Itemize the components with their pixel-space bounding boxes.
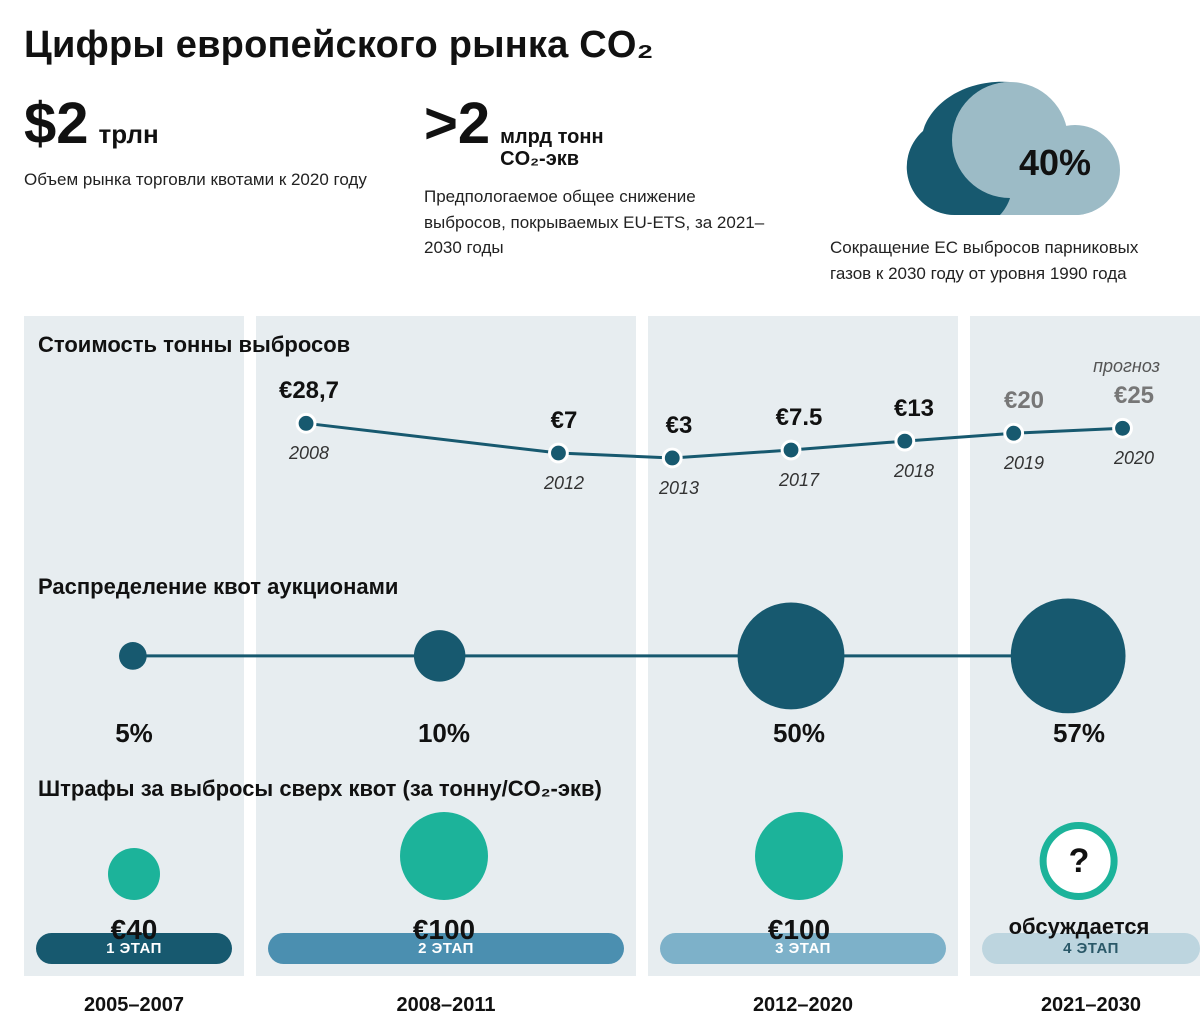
cloud-percent: 40% xyxy=(1019,142,1091,183)
cost-point: €72012 xyxy=(544,407,584,494)
penalty-point: ?обсуждается xyxy=(1009,808,1150,940)
auction-point: 10% xyxy=(418,718,470,749)
top-stats-row: $2 трлн Объем рынка торговли квотами к 2… xyxy=(24,95,1176,286)
cost-point: €32013 xyxy=(659,412,699,499)
cloud-icon: 40% xyxy=(860,75,1140,225)
cost-point: €28,72008 xyxy=(279,377,339,464)
cost-point: €7.52017 xyxy=(776,404,823,491)
years-stage-2: 2008–2011 xyxy=(256,982,636,1017)
stat-market-size: $2 трлн Объем рынка торговли квотами к 2… xyxy=(24,95,376,193)
stat2-big: >2 xyxy=(424,95,490,153)
cost-point: €202019 xyxy=(1004,387,1044,474)
stages-panels: 1 ЭТАП 2 ЭТАП 3 ЭТАП 4 ЭТАП Стоимость то… xyxy=(24,316,1176,976)
page-title: Цифры европейского рынка CO₂ xyxy=(24,24,1176,67)
years-stage-1: 2005–2007 xyxy=(24,982,244,1017)
cost-point: €252020 xyxy=(1114,382,1154,469)
years-row: 2005–2007 2008–2011 2012–2020 2021–2030 xyxy=(24,982,1176,1017)
stat2-unit-l1: млрд тонн xyxy=(500,126,603,148)
stat1-big: $2 xyxy=(24,95,89,153)
stat1-unit: трлн xyxy=(99,119,159,150)
penalty-point: €40 xyxy=(108,808,160,946)
cost-point: €132018 xyxy=(894,395,934,482)
auction-point: 50% xyxy=(773,718,825,749)
stat-cloud: 40% Сокращение ЕС выбросов парниковых га… xyxy=(824,95,1176,286)
years-stage-3: 2012–2020 xyxy=(648,982,958,1017)
forecast-label: прогноз xyxy=(1093,356,1160,377)
stat2-desc: Предпологаемое общее снижение выбросов, … xyxy=(424,184,776,261)
cloud-desc: Сокращение ЕС выбросов парниковых газов … xyxy=(830,235,1170,286)
auction-point: 57% xyxy=(1053,718,1105,749)
penalty-point: €100 xyxy=(755,808,843,946)
stat2-unit-l2: СO₂-экв xyxy=(500,148,603,170)
stat-emissions-cut: >2 млрд тонн СO₂-экв Предпологаемое обще… xyxy=(424,95,776,261)
penalty-point: €100 xyxy=(400,808,488,946)
auction-point: 5% xyxy=(115,718,153,749)
years-stage-4: 2021–2030 xyxy=(970,982,1200,1017)
stat1-desc: Объем рынка торговли квотами к 2020 году xyxy=(24,167,376,193)
